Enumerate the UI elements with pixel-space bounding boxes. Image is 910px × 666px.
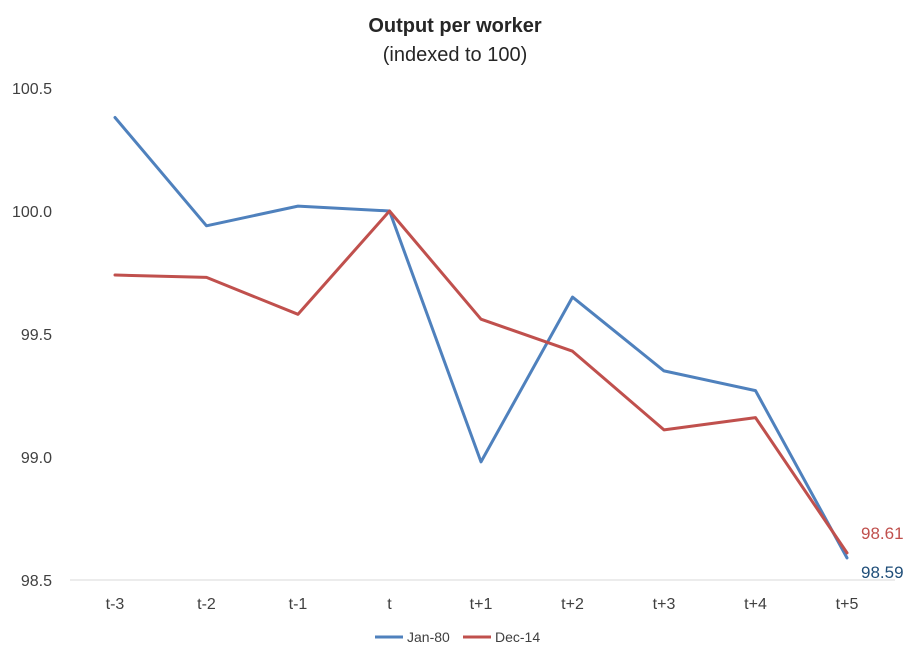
y-tick-label: 99.0 xyxy=(21,450,52,467)
legend-label-jan-80: Jan-80 xyxy=(407,629,450,645)
chart-title: Output per worker xyxy=(368,15,542,37)
series-lines xyxy=(113,116,849,560)
y-tick-label: 99.5 xyxy=(21,327,52,344)
y-axis-ticks: 98.5 99.0 99.5 100.0 100.5 xyxy=(12,81,52,590)
end-label-jan-80: 98.59 xyxy=(861,563,904,582)
x-tick-label: t xyxy=(387,596,392,613)
x-tick-label: t+4 xyxy=(744,596,767,613)
chart-subtitle: (indexed to 100) xyxy=(383,44,528,66)
end-labels: 98.59 98.61 xyxy=(861,524,904,582)
x-tick-label: t+3 xyxy=(653,596,676,613)
legend: Jan-80 Dec-14 xyxy=(375,629,540,645)
series-line-jan-80 xyxy=(113,116,849,560)
x-tick-label: t-1 xyxy=(289,596,308,613)
x-tick-label: t-3 xyxy=(106,596,125,613)
x-tick-label: t+5 xyxy=(836,596,859,613)
end-label-dec-14: 98.61 xyxy=(861,524,904,543)
x-tick-label: t+2 xyxy=(561,596,584,613)
series-line-dec-14 xyxy=(113,209,849,555)
x-tick-label: t-2 xyxy=(197,596,216,613)
x-axis-ticks: t-3 t-2 t-1 t t+1 t+2 t+3 t+4 t+5 xyxy=(106,596,859,613)
legend-label-dec-14: Dec-14 xyxy=(495,629,540,645)
y-tick-label: 100.5 xyxy=(12,81,52,98)
y-tick-label: 100.0 xyxy=(12,204,52,221)
x-tick-label: t+1 xyxy=(470,596,493,613)
y-tick-label: 98.5 xyxy=(21,573,52,590)
